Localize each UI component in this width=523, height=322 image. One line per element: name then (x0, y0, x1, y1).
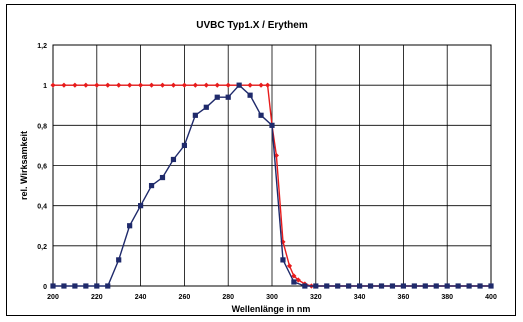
data-point-square (116, 257, 122, 263)
series-layer (50, 82, 494, 289)
data-point-diamond (258, 82, 264, 88)
y-tick-label: 0 (43, 284, 47, 291)
data-point-square (94, 283, 100, 289)
data-point-diamond (72, 82, 78, 88)
x-tick-label: 300 (266, 294, 278, 301)
y-tick-label: 0,6 (37, 164, 47, 171)
x-tick-label: 340 (354, 294, 366, 301)
data-point-square (247, 92, 253, 98)
data-point-diamond (295, 277, 301, 283)
data-point-square (214, 94, 220, 100)
data-point-diamond (127, 82, 133, 88)
chart-frame: UVBC Typ1.X / Erythem 0 0,2 0,4 0,6 0,8 1 1,2 … (6, 4, 516, 316)
x-tick-label: 200 (47, 294, 59, 301)
data-point-diamond (225, 82, 231, 88)
data-point-square (170, 156, 177, 163)
data-point-square (280, 257, 286, 263)
data-point-diamond (61, 82, 67, 88)
data-point-square (72, 283, 78, 289)
data-point-diamond (170, 82, 177, 88)
data-point-square (159, 174, 166, 181)
data-point-square (335, 283, 341, 289)
data-point-square (269, 122, 275, 128)
data-point-square (400, 283, 406, 289)
data-point-square (203, 104, 209, 110)
y-tick-label: 0,4 (37, 204, 47, 211)
y-tick-label: 0,8 (37, 123, 47, 130)
data-point-diamond (83, 82, 89, 88)
data-point-diamond (247, 82, 253, 88)
x-tick-label: 400 (485, 294, 497, 301)
y-tick-label: 0,2 (37, 244, 47, 251)
data-point-square (291, 279, 297, 285)
chart-title: UVBC Typ1.X / Erythem (196, 20, 308, 31)
x-axis-label: Wellenlänge in nm (232, 304, 311, 314)
grid-layer (52, 44, 492, 287)
data-point-square (477, 283, 483, 289)
data-point-square (357, 283, 363, 289)
data-point-square (346, 283, 352, 289)
y-axis-label: rel. Wirksamkeit (19, 131, 29, 200)
data-point-diamond (203, 82, 209, 88)
y-tick-label: 1 (43, 83, 47, 90)
data-point-square (225, 94, 231, 100)
chart-svg: UVBC Typ1.X / Erythem 00,20,40,60,811,2 … (19, 20, 497, 314)
data-point-diamond (50, 82, 56, 88)
data-point-square (389, 283, 396, 289)
x-tick-label: 220 (91, 294, 103, 301)
data-point-square (138, 203, 144, 209)
data-point-diamond (159, 82, 166, 88)
data-point-diamond (214, 82, 220, 88)
data-point-diamond (105, 82, 111, 88)
x-tick-label: 240 (135, 294, 147, 301)
x-tick-label: 380 (441, 294, 453, 301)
data-point-square (61, 283, 67, 289)
y-tick-labels: 0 0,2 0,4 0,6 0,8 1 1,2 (37, 43, 47, 291)
data-point-square (105, 283, 111, 289)
data-point-square (236, 82, 242, 88)
data-point-diamond (94, 82, 100, 88)
data-point-square (148, 182, 155, 189)
data-point-diamond (181, 82, 187, 88)
x-tick-label: 280 (222, 294, 234, 301)
x-tick-label: 360 (398, 294, 410, 301)
data-point-diamond (280, 239, 286, 245)
data-point-square (127, 223, 133, 229)
data-point-square (313, 283, 319, 289)
data-point-square (324, 283, 330, 289)
data-point-square (181, 142, 187, 149)
data-point-square (466, 283, 472, 289)
data-point-square (50, 283, 56, 289)
data-point-square (367, 283, 374, 289)
data-point-diamond (265, 82, 271, 88)
data-point-diamond (291, 273, 297, 279)
x-tick-labels: 200 220 240 260 280 300 320 340 360 380 400 (47, 294, 497, 301)
data-point-square (488, 283, 494, 289)
x-tick-label: 260 (179, 294, 191, 301)
data-point-square (411, 283, 417, 289)
data-point-diamond (148, 82, 155, 88)
data-point-square (302, 283, 308, 289)
data-point-square (455, 283, 461, 289)
data-point-square (444, 283, 450, 289)
data-point-diamond (192, 82, 198, 88)
data-point-square (192, 112, 198, 118)
y-tick-label: 1,2 (37, 43, 47, 50)
data-point-square (83, 283, 89, 289)
data-point-diamond (286, 263, 293, 269)
x-tick-label: 320 (310, 294, 322, 301)
plot-area (52, 44, 492, 287)
data-point-square (258, 112, 264, 118)
data-point-diamond (116, 82, 122, 88)
data-point-square (433, 283, 439, 289)
data-point-square (422, 283, 428, 289)
data-point-square (378, 283, 385, 289)
data-point-diamond (138, 82, 144, 88)
